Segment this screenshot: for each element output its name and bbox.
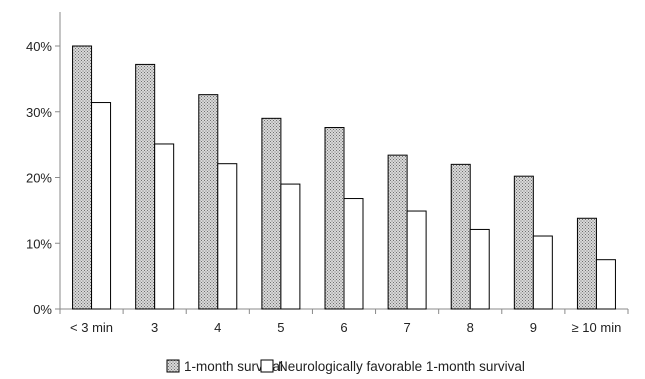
x-tick-label: 6 (340, 320, 347, 335)
bar-neuro-favorable-survival (469, 228, 490, 310)
y-tick-label: 10% (26, 236, 52, 251)
legend-swatch-neuro-favorable (260, 359, 274, 373)
bar-neuro-favorable-survival (154, 143, 175, 310)
bar-1-month-survival (576, 217, 597, 310)
x-tick-label: 3 (151, 320, 158, 335)
bar-1-month-survival (135, 63, 156, 310)
bar-neuro-favorable-survival (595, 259, 616, 310)
x-tick-label: 8 (467, 320, 474, 335)
x-tick-label: 5 (277, 320, 284, 335)
y-tick-label: 40% (26, 39, 52, 54)
x-ticks: < 3 min 3 4 5 6 7 8 9 ≥ 10 min (59, 309, 629, 335)
bar-1-month-survival (72, 45, 93, 310)
x-tick-label: 4 (214, 320, 221, 335)
plot-area: 0% 10% 20% 30% 40% < 3 min 3 4 5 6 7 8 9 ≥ 10 min (26, 12, 629, 335)
y-tick-label: 30% (26, 105, 52, 120)
bar-1-month-survival (513, 175, 534, 310)
x-tick-label: 7 (403, 320, 410, 335)
bar-neuro-favorable-survival (532, 235, 553, 310)
bar-neuro-favorable-survival (217, 163, 238, 310)
y-tick-label: 20% (26, 171, 52, 186)
bar-1-month-survival (261, 117, 282, 310)
bar-neuro-favorable-survival (280, 183, 301, 310)
x-tick-label: 9 (530, 320, 537, 335)
y-ticks: 0% 10% 20% 30% 40% (26, 39, 60, 317)
bar-1-month-survival (324, 127, 345, 310)
x-tick-label: < 3 min (70, 320, 113, 335)
bar-neuro-favorable-survival (343, 198, 364, 310)
legend-label-neuro-favorable: Neurologically favorable 1-month surviva… (278, 359, 525, 374)
bar-1-month-survival (387, 154, 408, 310)
legend-label-1-month-survival: 1-month survival (184, 359, 283, 374)
legend: 1-month survival Neurologically favorabl… (166, 359, 525, 374)
bar-1-month-survival (450, 163, 471, 310)
bar-1-month-survival (198, 94, 219, 310)
x-tick-label: ≥ 10 min (572, 320, 622, 335)
bar-neuro-favorable-survival (406, 210, 427, 310)
bars (72, 45, 616, 310)
legend-swatch-1-month-survival (166, 359, 180, 373)
bar-neuro-favorable-survival (91, 102, 112, 310)
y-tick-label: 0% (33, 302, 52, 317)
